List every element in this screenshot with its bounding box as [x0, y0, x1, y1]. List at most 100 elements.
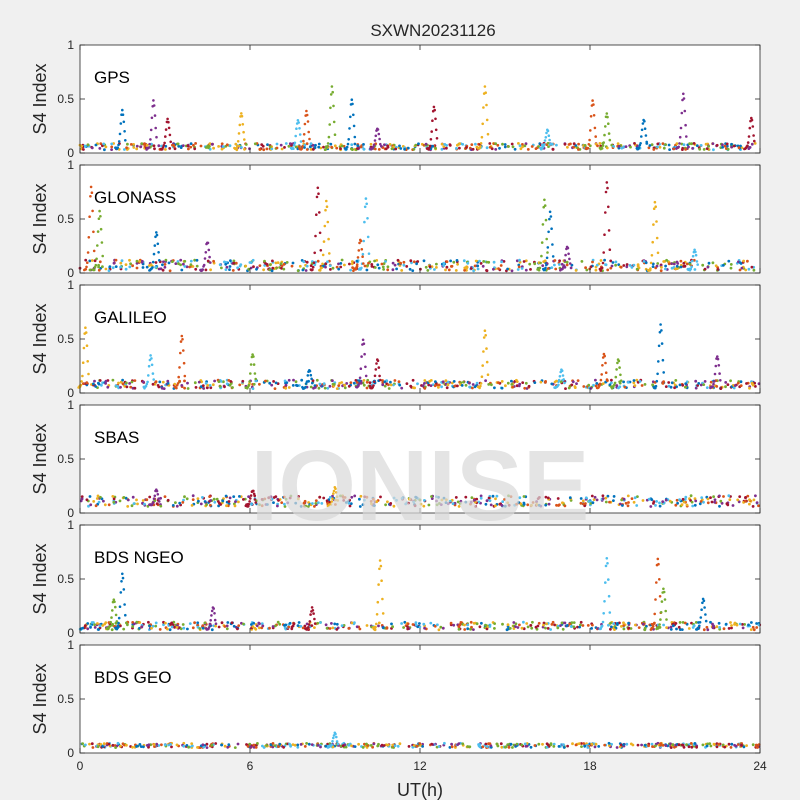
spike-point: [151, 266, 154, 269]
spike-point: [560, 369, 564, 373]
baseline-point: [724, 381, 728, 384]
baseline-point: [721, 743, 725, 747]
baseline-point: [330, 145, 333, 149]
baseline-point: [145, 498, 149, 502]
baseline-point: [571, 742, 574, 746]
baseline-point: [643, 626, 647, 630]
baseline-point: [476, 264, 480, 268]
baseline-point: [496, 744, 500, 748]
spike-point: [326, 220, 330, 224]
spike-point: [379, 142, 382, 146]
baseline-point: [692, 624, 696, 628]
spike-point: [149, 138, 152, 141]
baseline-point: [524, 259, 528, 263]
baseline-point: [284, 383, 288, 387]
baseline-point: [723, 745, 727, 749]
baseline-point: [258, 626, 261, 630]
baseline-point: [479, 496, 483, 500]
baseline-point: [494, 504, 497, 508]
spike-point: [430, 130, 434, 133]
baseline-point: [728, 498, 732, 502]
spike-point: [548, 217, 551, 221]
baseline-point: [228, 144, 232, 148]
spike-point: [604, 564, 608, 568]
baseline-point: [411, 269, 415, 272]
baseline-point: [90, 259, 94, 262]
baseline-point: [97, 500, 101, 504]
baseline-point: [287, 378, 291, 382]
baseline-point: [664, 744, 668, 747]
baseline-point: [518, 496, 522, 500]
baseline-point: [454, 496, 458, 499]
baseline-point: [579, 620, 583, 624]
spike-point: [654, 384, 658, 388]
spike-point: [318, 231, 322, 235]
baseline-point: [111, 622, 114, 626]
spike-point: [312, 261, 316, 265]
baseline-point: [394, 147, 398, 151]
spike-point: [89, 185, 93, 189]
baseline-point: [682, 143, 686, 147]
spike-point: [372, 384, 375, 387]
spike-point: [372, 380, 376, 384]
baseline-point: [699, 500, 703, 503]
baseline-point: [340, 144, 344, 148]
baseline-point: [138, 621, 142, 624]
baseline-point: [506, 381, 510, 385]
spike-point: [563, 381, 566, 385]
baseline-point: [242, 622, 245, 626]
baseline-point: [258, 503, 261, 506]
spike-point: [547, 230, 550, 234]
spike-point: [294, 134, 298, 138]
baseline-point: [415, 496, 418, 499]
baseline-point: [609, 259, 613, 263]
baseline-point: [229, 259, 232, 262]
spike-point: [183, 374, 187, 378]
baseline-point: [397, 380, 401, 384]
spike-point: [657, 360, 660, 363]
baseline-point: [667, 384, 671, 388]
baseline-point: [577, 142, 580, 146]
baseline-point: [155, 502, 159, 506]
spike-point: [677, 145, 680, 149]
baseline-point: [383, 143, 386, 147]
baseline-point: [501, 500, 505, 503]
baseline-point: [641, 622, 645, 626]
baseline-point: [435, 503, 439, 507]
baseline-point: [450, 742, 453, 746]
spike-point: [481, 122, 485, 126]
baseline-point: [326, 260, 329, 264]
baseline-point: [459, 499, 463, 503]
baseline-point: [421, 745, 424, 748]
baseline-point: [225, 143, 229, 147]
spike-point: [605, 181, 609, 184]
baseline-point: [644, 261, 648, 265]
baseline-point: [220, 266, 223, 270]
baseline-point: [445, 146, 448, 150]
spike-point: [90, 191, 94, 194]
baseline-point: [478, 625, 482, 629]
baseline-point: [442, 145, 446, 149]
baseline-point: [485, 499, 489, 503]
baseline-point: [466, 745, 470, 748]
baseline-point: [99, 495, 102, 499]
baseline-point: [191, 626, 195, 630]
baseline-point: [667, 143, 671, 147]
baseline-point: [170, 625, 174, 629]
baseline-point: [232, 261, 236, 265]
baseline-point: [752, 628, 756, 632]
baseline-point: [161, 268, 165, 272]
spike-point: [482, 106, 485, 109]
spike-point: [381, 597, 384, 601]
baseline-point: [451, 502, 455, 505]
baseline-point: [143, 142, 147, 146]
baseline-point: [213, 379, 217, 383]
spike-point: [150, 357, 153, 360]
baseline-point: [440, 385, 443, 389]
baseline-point: [443, 143, 447, 146]
baseline-point: [435, 499, 438, 503]
spike-point: [665, 618, 668, 621]
baseline-point: [268, 381, 272, 385]
baseline-point: [228, 496, 232, 500]
baseline-point: [87, 504, 90, 508]
